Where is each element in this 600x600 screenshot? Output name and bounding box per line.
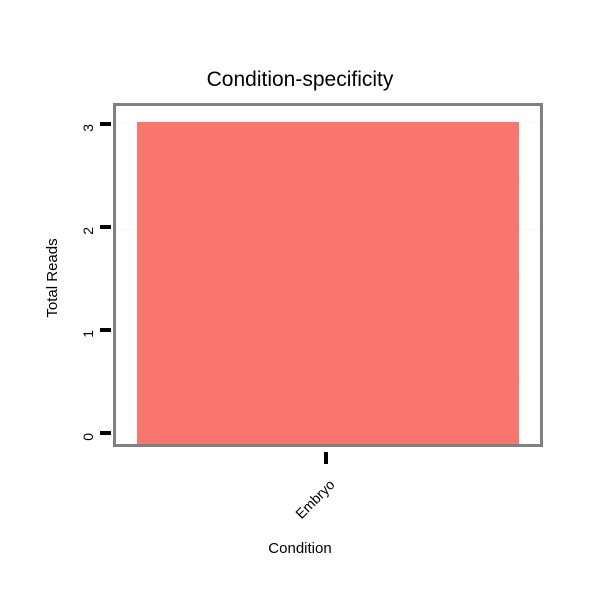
chart-title: Condition-specificity <box>206 68 394 91</box>
y-tick-label-3: 3 <box>80 124 96 132</box>
x-axis-tick-embryo <box>324 452 328 464</box>
y-tick-label-0: 0 <box>80 433 96 441</box>
y-axis-title: Total Reads <box>44 238 61 318</box>
y-axis-tick-1 <box>100 328 111 332</box>
y-axis-tick-0 <box>100 431 111 435</box>
y-tick-label-1: 1 <box>80 330 96 338</box>
x-axis-title: Condition <box>268 540 332 557</box>
y-axis-tick-3 <box>100 122 111 126</box>
bar-embryo[interactable] <box>137 122 519 444</box>
plot-panel <box>113 103 543 447</box>
plot-panel-inner <box>116 106 540 444</box>
y-axis-tick-2 <box>100 225 111 229</box>
x-tick-label-embryo: Embryo <box>292 476 338 522</box>
y-tick-label-2: 2 <box>80 227 96 235</box>
